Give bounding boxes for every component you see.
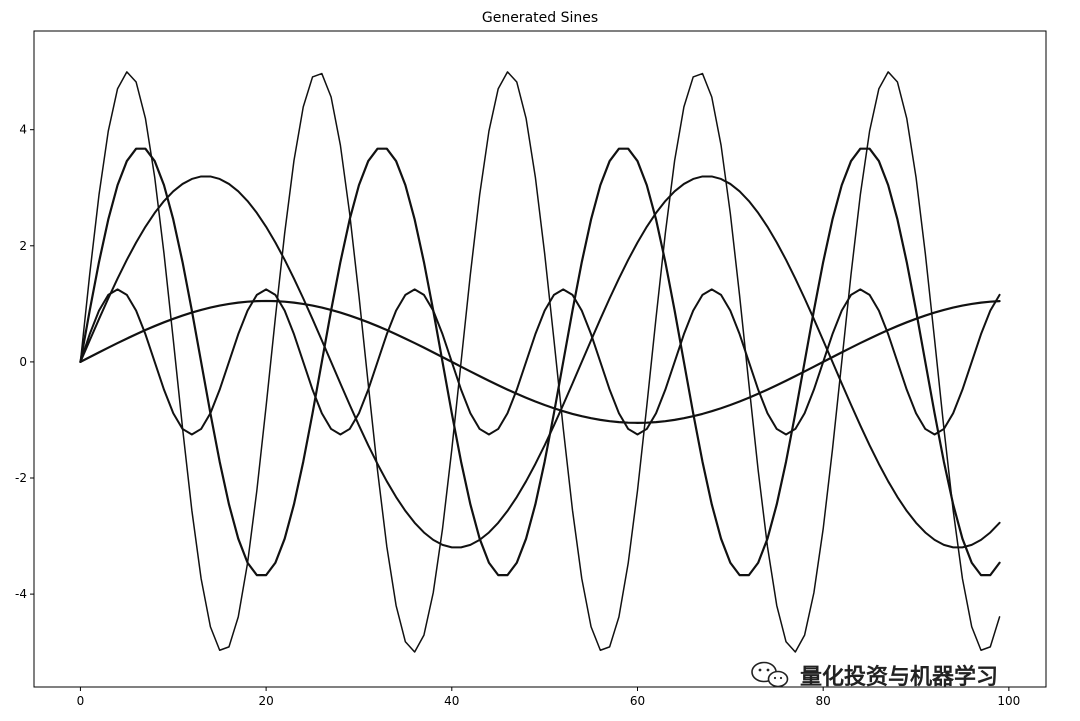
series-line-5 [79,299,1001,424]
y-tick-label: 2 [19,239,27,253]
series-line-2 [79,147,1001,577]
series-line-1 [79,71,1001,653]
x-tick-label: 0 [77,694,85,708]
chart-title: Generated Sines [482,10,598,26]
x-tick-label: 40 [444,694,459,708]
wechat-icon [751,661,789,688]
y-tick-label: 4 [19,123,27,137]
plot-frame [33,30,1047,688]
x-tick-label: 100 [997,694,1020,708]
y-tick-label: 0 [19,355,27,369]
axis-ticks: 0 20 40 60 80 100 -4 -2 0 2 4 [15,123,1020,708]
y-tick-label: -2 [15,471,27,485]
y-tick-label: -4 [15,587,27,601]
x-tick-label: 20 [258,694,273,708]
x-tick-label: 60 [630,694,645,708]
series-line-4 [79,175,1001,549]
series-line-3 [79,288,1001,436]
watermark: 量化投资与机器学习 [751,661,998,690]
watermark-text: 量化投资与机器学习 [800,664,998,690]
series-lines [79,71,1001,653]
x-tick-label: 80 [816,694,831,708]
